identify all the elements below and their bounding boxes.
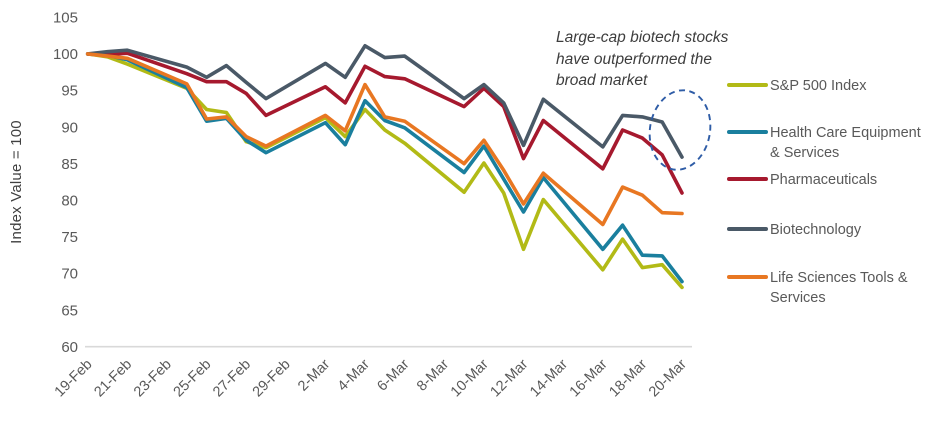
legend-label: S&P 500 Index bbox=[770, 78, 867, 94]
x-axis-tick-label: 25-Feb bbox=[171, 357, 215, 401]
legend-swatch-biotechnology bbox=[727, 227, 768, 231]
series-line-s-p-500-index bbox=[85, 52, 684, 290]
legend-swatch-healthcare-equipment bbox=[727, 130, 768, 134]
x-axis-tick-label: 2-Mar bbox=[295, 356, 333, 394]
x-axis-tick-label: 29-Feb bbox=[250, 357, 294, 401]
x-axis-tick-label: 12-Mar bbox=[488, 356, 532, 400]
y-axis-tick-label: 90 bbox=[61, 119, 78, 136]
legend-swatch-life-sciences bbox=[727, 275, 768, 279]
legend-item-sp500: S&P 500 Index bbox=[727, 76, 937, 96]
annotation-line: Large-cap biotech stocks bbox=[556, 29, 729, 46]
legend-item-biotechnology: Biotechnology bbox=[727, 220, 937, 240]
y-axis-tick-label: 95 bbox=[61, 83, 78, 100]
x-axis-tick-label: 14-Mar bbox=[527, 356, 571, 400]
chart-annotation: Large-cap biotech stocks have outperform… bbox=[556, 27, 756, 92]
highlight-ellipse bbox=[648, 89, 712, 171]
legend-swatch-pharmaceuticals bbox=[727, 177, 768, 181]
y-axis-tick-label: 65 bbox=[61, 302, 78, 319]
y-axis-tick-label: 85 bbox=[61, 156, 78, 173]
legend-item-pharmaceuticals: Pharmaceuticals bbox=[727, 170, 937, 190]
series-line-pharmaceuticals bbox=[85, 51, 684, 195]
legend-item-life-sciences: Life Sciences Tools & Services bbox=[727, 268, 937, 308]
legend-label: Biotechnology bbox=[770, 222, 862, 238]
x-axis-tick-label: 20-Mar bbox=[646, 356, 690, 400]
x-axis-tick-label: 10-Mar bbox=[448, 356, 492, 400]
legend-label: Health Care Equipment & Services bbox=[770, 125, 921, 161]
x-axis-tick-label: 19-Feb bbox=[52, 357, 96, 401]
x-axis-tick-label: 27-Feb bbox=[210, 357, 254, 401]
y-axis-tick-label: 60 bbox=[61, 339, 78, 356]
y-axis-title: Index Value = 100 bbox=[8, 120, 25, 244]
x-axis-tick-label: 16-Mar bbox=[567, 356, 611, 400]
y-axis-tick-label: 75 bbox=[61, 229, 78, 246]
x-axis-tick-label: 8-Mar bbox=[414, 356, 452, 394]
annotation-line: broad market bbox=[556, 72, 648, 89]
legend-swatch-sp500 bbox=[727, 83, 768, 87]
legend-label: Life Sciences Tools & Services bbox=[770, 270, 908, 306]
x-axis-tick-label: 6-Mar bbox=[374, 356, 412, 394]
legend-item-healthcare-equipment: Health Care Equipment & Services bbox=[727, 123, 937, 163]
highlight-ellipse-group bbox=[648, 89, 712, 171]
annotation-line: have outperformed the bbox=[556, 50, 712, 68]
y-axis-tick-label: 100 bbox=[53, 46, 78, 63]
x-axis-tick-label: 23-Feb bbox=[131, 357, 175, 401]
legend-label: Pharmaceuticals bbox=[770, 172, 878, 188]
y-axis-tick-labels: 105 100 95 90 85 80 75 70 65 60 bbox=[53, 10, 78, 356]
x-axis-tick-label: 21-Feb bbox=[91, 357, 135, 401]
chart-legend: S&P 500 Index Health Care Equipment & Se… bbox=[727, 0, 937, 423]
y-axis-tick-label: 70 bbox=[61, 266, 78, 283]
x-axis-tick-label: 18-Mar bbox=[606, 356, 650, 400]
x-axis-tick-label: 4-Mar bbox=[335, 356, 373, 394]
y-axis-tick-label: 105 bbox=[53, 10, 78, 27]
y-axis-tick-label: 80 bbox=[61, 193, 78, 210]
series-line-life-sciences-tools-services bbox=[85, 52, 684, 227]
series-line-biotechnology bbox=[85, 43, 684, 159]
